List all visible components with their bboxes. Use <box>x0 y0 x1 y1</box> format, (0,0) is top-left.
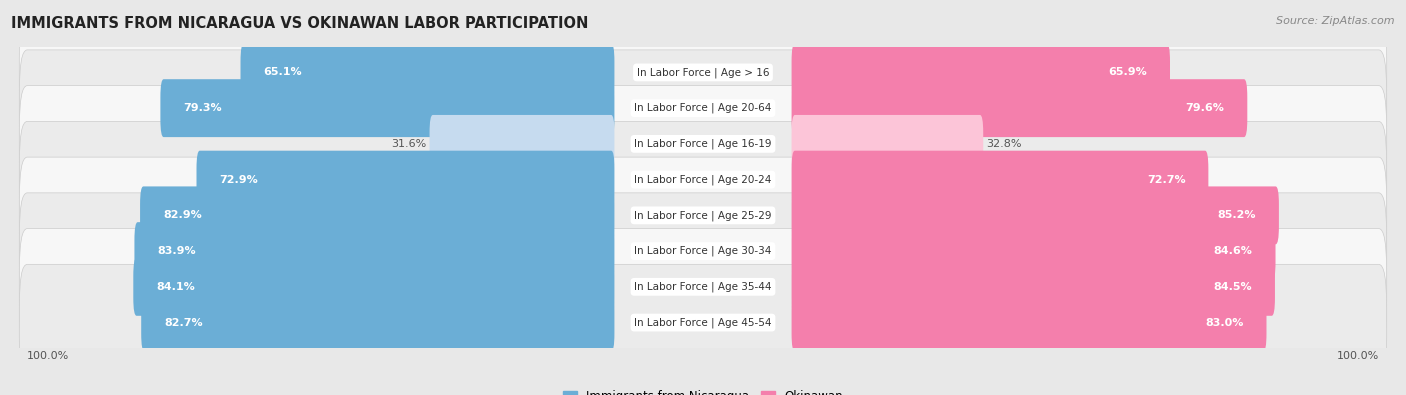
FancyBboxPatch shape <box>792 79 1247 137</box>
Text: In Labor Force | Age 25-29: In Labor Force | Age 25-29 <box>634 210 772 221</box>
Text: 82.7%: 82.7% <box>165 318 202 327</box>
FancyBboxPatch shape <box>792 115 983 173</box>
Text: 83.9%: 83.9% <box>157 246 195 256</box>
Text: In Labor Force | Age 16-19: In Labor Force | Age 16-19 <box>634 139 772 149</box>
FancyBboxPatch shape <box>20 157 1386 274</box>
FancyBboxPatch shape <box>792 222 1275 280</box>
Text: Source: ZipAtlas.com: Source: ZipAtlas.com <box>1277 16 1395 26</box>
Text: 82.9%: 82.9% <box>163 211 202 220</box>
Text: In Labor Force | Age > 16: In Labor Force | Age > 16 <box>637 67 769 78</box>
Text: In Labor Force | Age 35-44: In Labor Force | Age 35-44 <box>634 282 772 292</box>
Text: 79.3%: 79.3% <box>183 103 222 113</box>
FancyBboxPatch shape <box>792 43 1170 102</box>
Text: 84.5%: 84.5% <box>1213 282 1251 292</box>
Text: 65.1%: 65.1% <box>263 68 302 77</box>
Text: In Labor Force | Age 45-54: In Labor Force | Age 45-54 <box>634 317 772 328</box>
Text: 79.6%: 79.6% <box>1185 103 1225 113</box>
FancyBboxPatch shape <box>20 193 1386 309</box>
FancyBboxPatch shape <box>197 150 614 209</box>
FancyBboxPatch shape <box>20 86 1386 202</box>
FancyBboxPatch shape <box>792 186 1279 245</box>
Text: 84.6%: 84.6% <box>1213 246 1253 256</box>
FancyBboxPatch shape <box>792 258 1275 316</box>
Text: 72.7%: 72.7% <box>1147 175 1185 184</box>
FancyBboxPatch shape <box>135 222 614 280</box>
FancyBboxPatch shape <box>20 264 1386 381</box>
Text: 100.0%: 100.0% <box>1337 351 1379 361</box>
Text: 65.9%: 65.9% <box>1108 68 1147 77</box>
Text: 85.2%: 85.2% <box>1218 211 1256 220</box>
Text: 100.0%: 100.0% <box>27 351 69 361</box>
Text: 32.8%: 32.8% <box>987 139 1022 149</box>
FancyBboxPatch shape <box>20 121 1386 238</box>
FancyBboxPatch shape <box>240 43 614 102</box>
Text: 84.1%: 84.1% <box>156 282 195 292</box>
Text: 31.6%: 31.6% <box>391 139 426 149</box>
FancyBboxPatch shape <box>160 79 614 137</box>
FancyBboxPatch shape <box>792 293 1267 352</box>
FancyBboxPatch shape <box>20 50 1386 166</box>
FancyBboxPatch shape <box>134 258 614 316</box>
Text: IMMIGRANTS FROM NICARAGUA VS OKINAWAN LABOR PARTICIPATION: IMMIGRANTS FROM NICARAGUA VS OKINAWAN LA… <box>11 16 589 31</box>
FancyBboxPatch shape <box>20 14 1386 131</box>
Text: In Labor Force | Age 30-34: In Labor Force | Age 30-34 <box>634 246 772 256</box>
FancyBboxPatch shape <box>430 115 614 173</box>
FancyBboxPatch shape <box>141 186 614 245</box>
Text: In Labor Force | Age 20-64: In Labor Force | Age 20-64 <box>634 103 772 113</box>
Text: 83.0%: 83.0% <box>1205 318 1243 327</box>
Legend: Immigrants from Nicaragua, Okinawan: Immigrants from Nicaragua, Okinawan <box>558 385 848 395</box>
FancyBboxPatch shape <box>141 293 614 352</box>
Text: In Labor Force | Age 20-24: In Labor Force | Age 20-24 <box>634 174 772 185</box>
FancyBboxPatch shape <box>20 229 1386 345</box>
FancyBboxPatch shape <box>792 150 1208 209</box>
Text: 72.9%: 72.9% <box>219 175 259 184</box>
